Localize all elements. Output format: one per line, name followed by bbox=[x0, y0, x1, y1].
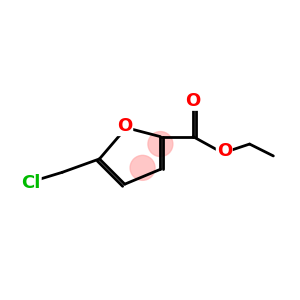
Text: O: O bbox=[217, 142, 232, 160]
Text: O: O bbox=[185, 92, 201, 110]
Text: O: O bbox=[117, 117, 132, 135]
Text: Cl: Cl bbox=[21, 174, 41, 192]
Circle shape bbox=[130, 155, 155, 180]
Circle shape bbox=[148, 132, 173, 157]
